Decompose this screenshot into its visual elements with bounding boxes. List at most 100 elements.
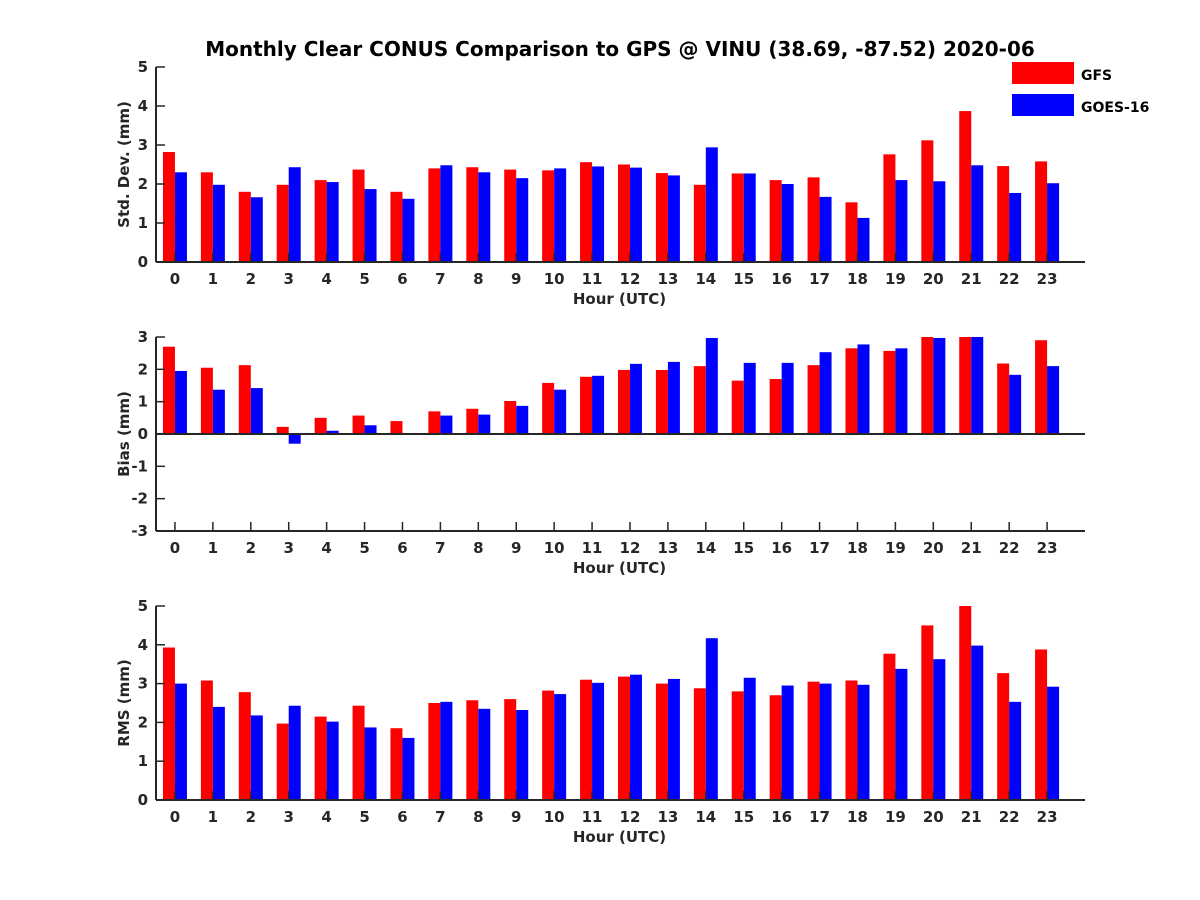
- x-tick-label: 4: [321, 270, 331, 288]
- x-tick-label: 4: [321, 539, 331, 557]
- x-tick-label: 23: [1037, 270, 1058, 288]
- bar-gfs-13: [655, 369, 668, 434]
- bar-gfs-18: [845, 680, 858, 800]
- bar-goes16-15: [743, 362, 756, 434]
- x-tick-label: 15: [733, 808, 754, 826]
- legend-label-gfs: GFS: [1081, 68, 1112, 84]
- x-tick-label: 21: [961, 808, 982, 826]
- bar-goes16-2: [250, 715, 263, 800]
- y-tick-label: 3: [138, 136, 148, 154]
- x-tick-label: 19: [885, 539, 906, 557]
- bar-goes16-17: [819, 196, 832, 262]
- bar-goes16-11: [592, 166, 605, 262]
- bar-gfs-21: [959, 111, 972, 262]
- y-tick-label: -1: [131, 457, 148, 475]
- x-axis-label: Hour (UTC): [573, 559, 666, 577]
- x-tick-label: 14: [695, 539, 716, 557]
- bar-goes16-18: [857, 684, 870, 800]
- y-tick-label: -3: [131, 522, 148, 540]
- bar-gfs-12: [617, 676, 630, 800]
- x-tick-label: 1: [208, 270, 218, 288]
- bar-goes16-0: [174, 683, 187, 800]
- bar-gfs-1: [200, 172, 213, 262]
- bar-gfs-14: [693, 184, 706, 262]
- bar-gfs-13: [655, 683, 668, 800]
- x-tick-label: 19: [885, 808, 906, 826]
- y-tick-label: -2: [131, 490, 148, 508]
- bar-gfs-20: [921, 625, 934, 800]
- x-tick-label: 17: [809, 539, 830, 557]
- y-axis-label: Bias (mm): [115, 391, 133, 477]
- x-tick-label: 8: [473, 539, 483, 557]
- y-tick-label: 0: [138, 791, 148, 809]
- x-tick-label: 3: [283, 270, 293, 288]
- x-tick-label: 5: [359, 270, 369, 288]
- x-axis-label: Hour (UTC): [573, 290, 666, 308]
- x-tick-label: 2: [246, 808, 256, 826]
- bar-goes16-20: [933, 337, 946, 434]
- x-tick-label: 16: [771, 539, 792, 557]
- bar-gfs-8: [466, 700, 479, 800]
- x-tick-label: 22: [999, 539, 1020, 557]
- bar-goes16-12: [629, 167, 642, 262]
- bar-goes16-1: [212, 389, 225, 434]
- x-tick-label: 15: [733, 270, 754, 288]
- bar-goes16-0: [174, 172, 187, 262]
- bar-gfs-11: [580, 162, 593, 262]
- x-tick-label: 13: [657, 539, 678, 557]
- x-tick-label: 4: [321, 808, 331, 826]
- bar-gfs-20: [921, 337, 934, 434]
- x-tick-label: 1: [208, 808, 218, 826]
- bar-goes16-4: [326, 430, 339, 434]
- bar-gfs-0: [162, 152, 175, 262]
- bar-gfs-5: [352, 169, 365, 262]
- y-tick-label: 2: [138, 713, 148, 731]
- legend: GFS GOES-16: [1012, 62, 1149, 116]
- x-tick-label: 11: [582, 808, 603, 826]
- bar-goes16-15: [743, 173, 756, 262]
- bar-gfs-23: [1035, 340, 1048, 434]
- bar-gfs-8: [466, 167, 479, 262]
- bar-goes16-18: [857, 217, 870, 262]
- bar-goes16-9: [516, 405, 529, 434]
- y-tick-label: 1: [138, 752, 148, 770]
- bar-gfs-13: [655, 173, 668, 262]
- bar-gfs-2: [238, 692, 251, 800]
- bar-goes16-19: [895, 668, 908, 800]
- bar-gfs-9: [504, 169, 517, 262]
- y-tick-label: 5: [138, 58, 148, 76]
- bar-goes16-2: [250, 388, 263, 434]
- bar-goes16-10: [554, 694, 567, 800]
- x-tick-label: 12: [620, 270, 641, 288]
- bar-goes16-0: [174, 370, 187, 434]
- bar-gfs-17: [807, 177, 820, 262]
- bar-goes16-7: [440, 701, 453, 800]
- bar-gfs-11: [580, 679, 593, 800]
- x-tick-label: 20: [923, 539, 944, 557]
- bar-goes16-6: [402, 737, 415, 800]
- bar-goes16-11: [592, 682, 605, 800]
- bar-gfs-16: [769, 379, 782, 434]
- x-tick-label: 10: [544, 539, 565, 557]
- x-tick-label: 3: [283, 808, 293, 826]
- bar-gfs-9: [504, 699, 517, 800]
- bar-gfs-17: [807, 681, 820, 800]
- x-tick-label: 16: [771, 808, 792, 826]
- bar-gfs-5: [352, 705, 365, 800]
- bar-goes16-14: [705, 147, 718, 262]
- bar-goes16-13: [667, 361, 680, 434]
- x-tick-label: 18: [847, 808, 868, 826]
- bar-goes16-23: [1047, 366, 1060, 434]
- bar-goes16-2: [250, 197, 263, 262]
- x-tick-label: 0: [170, 539, 180, 557]
- bar-gfs-14: [693, 688, 706, 800]
- x-tick-label: 0: [170, 270, 180, 288]
- bar-goes16-14: [705, 337, 718, 434]
- x-tick-label: 5: [359, 539, 369, 557]
- bar-gfs-21: [959, 606, 972, 800]
- bar-gfs-4: [314, 417, 327, 434]
- bar-gfs-11: [580, 376, 593, 434]
- y-axis-label: Std. Dev. (mm): [115, 101, 133, 228]
- x-tick-label: 3: [283, 539, 293, 557]
- bar-goes16-4: [326, 721, 339, 800]
